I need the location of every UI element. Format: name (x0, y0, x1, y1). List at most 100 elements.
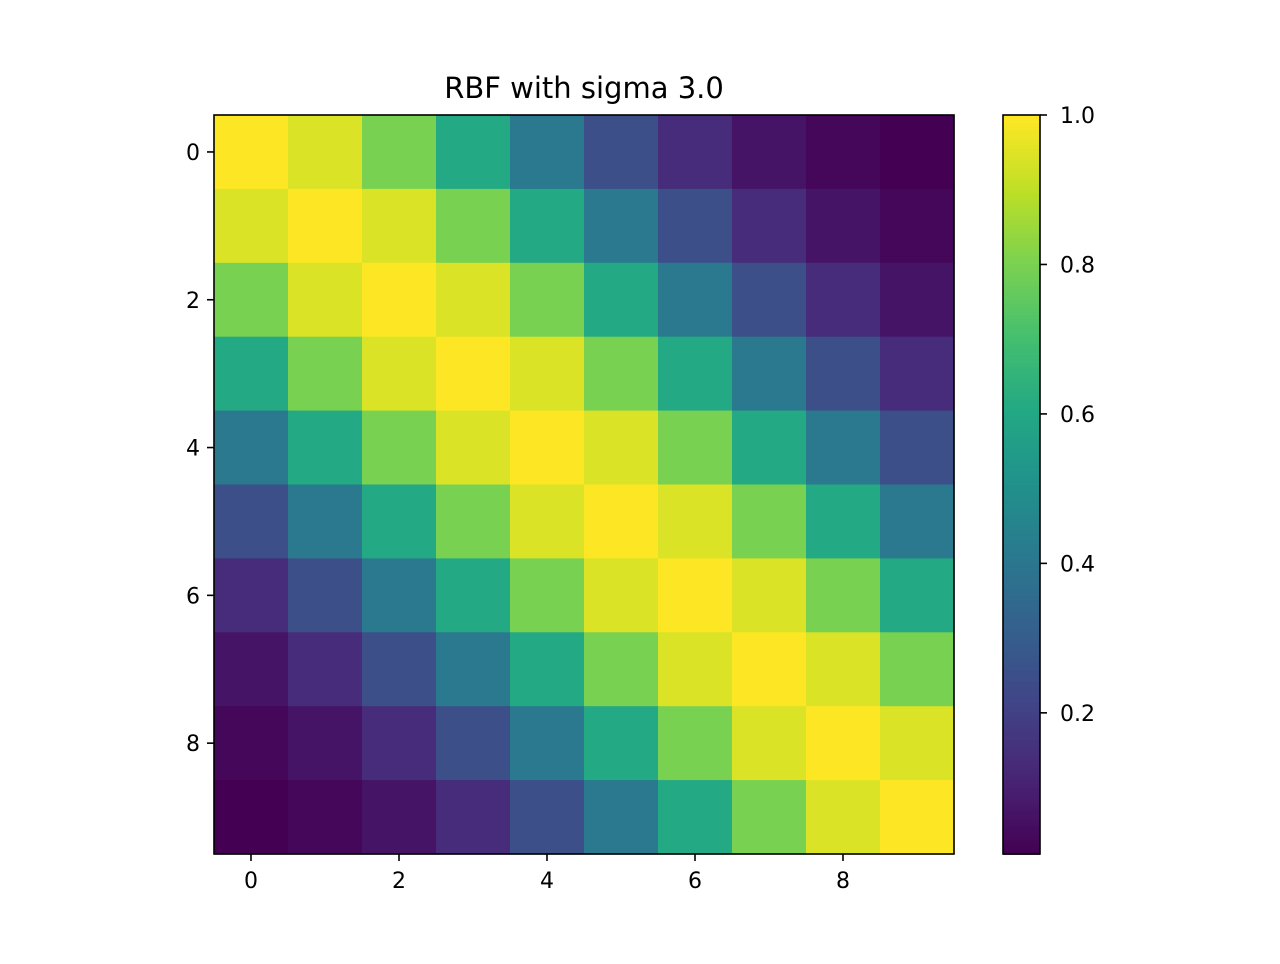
colorbar-segment (1003, 717, 1040, 722)
colorbar-segment (1003, 695, 1040, 700)
colorbar-segment (1003, 824, 1040, 829)
colorbar-segment (1003, 732, 1040, 737)
heatmap-cell (584, 262, 659, 338)
colorbar-segment (1003, 321, 1040, 327)
heatmap-cell (362, 780, 437, 855)
colorbar-segment (1003, 177, 1040, 183)
heatmap-cell (880, 632, 955, 707)
colorbar-segment (1003, 222, 1040, 227)
colorbar-segment (1003, 406, 1040, 412)
plot-frame (213, 114, 955, 855)
heatmap-cell (362, 410, 437, 486)
colorbar-segment (1003, 122, 1040, 127)
heatmap-cell (806, 410, 881, 486)
colorbar-tick-label: 0.2 (1060, 702, 1095, 727)
colorbar-segment (1003, 521, 1040, 526)
colorbar-segment (1003, 255, 1040, 260)
colorbar-segment (1003, 754, 1040, 759)
colorbar-segment (1003, 403, 1040, 408)
heatmap-cell (214, 188, 289, 264)
colorbar-segment (1003, 517, 1040, 523)
colorbar-segment (1003, 355, 1040, 360)
colorbar-segment (1003, 587, 1040, 593)
colorbar-segment (1003, 562, 1040, 567)
colorbar-frame (1002, 114, 1041, 855)
colorbar-segment (1003, 624, 1040, 630)
colorbar-segment (1003, 318, 1040, 323)
colorbar-segment (1003, 218, 1040, 223)
colorbar-segment (1003, 155, 1040, 161)
colorbar-segment (1003, 547, 1040, 552)
colorbar-segment (1003, 510, 1040, 515)
colorbar-segment (1003, 451, 1040, 456)
colorbar-segment (1003, 484, 1040, 489)
colorbar-segment (1003, 170, 1040, 175)
heatmap-cell (880, 262, 955, 338)
colorbar-segment (1003, 528, 1040, 534)
colorbar-segment (1003, 381, 1040, 386)
heatmap-cell (658, 706, 733, 781)
colorbar-segment (1003, 351, 1040, 356)
colorbar-segment (1003, 233, 1040, 238)
colorbar: 0.2 0.4 0.6 0.8 1.0 (1002, 104, 1095, 855)
colorbar-segment (1003, 458, 1040, 464)
heatmap-cell (510, 558, 585, 633)
colorbar-segment (1003, 661, 1040, 667)
colorbar-segment (1003, 163, 1040, 168)
heatmap-cell (732, 632, 807, 707)
colorbar-segment (1003, 743, 1040, 748)
colorbar-segment (1003, 617, 1040, 623)
colorbar-segment (1003, 554, 1040, 560)
colorbar-segment (1003, 691, 1040, 696)
colorbar-segment (1003, 817, 1040, 822)
colorbar-segment (1003, 532, 1040, 538)
colorbar-segment (1003, 440, 1040, 445)
heatmap-cell (288, 410, 363, 486)
x-tick-label: 0 (244, 869, 258, 894)
colorbar-segment (1003, 709, 1040, 715)
x-tick-label: 6 (688, 869, 702, 894)
heatmap-cell (436, 262, 511, 338)
colorbar-segment (1003, 684, 1040, 689)
colorbar-segment (1003, 377, 1040, 382)
heatmap-cell (214, 115, 289, 190)
heatmap-cell (510, 706, 585, 781)
heatmap-cell (510, 632, 585, 707)
colorbar-segment (1003, 595, 1040, 600)
heatmap-cell (214, 336, 289, 412)
colorbar-segment (1003, 314, 1040, 320)
colorbar-segment (1003, 787, 1040, 792)
colorbar-segment (1003, 148, 1040, 153)
colorbar-segment (1003, 702, 1040, 707)
colorbar-segment (1003, 151, 1040, 157)
colorbar-segment (1003, 658, 1040, 663)
colorbar-segment (1003, 288, 1040, 294)
colorbar-segment (1003, 118, 1040, 124)
colorbar-segment (1003, 454, 1040, 460)
colorbar-segment (1003, 388, 1040, 393)
y-tick-label: 6 (186, 584, 200, 609)
colorbar-segment (1003, 262, 1040, 268)
heatmap-cell (880, 558, 955, 633)
heatmap-cell (288, 780, 363, 855)
heatmap-cell (658, 632, 733, 707)
colorbar-tick-label: 0.6 (1060, 403, 1095, 428)
colorbar-segment (1003, 647, 1040, 652)
heatmap-cell (362, 336, 437, 412)
heatmap-cell (880, 115, 955, 190)
colorbar-segment (1003, 325, 1040, 331)
heatmap-cell (880, 336, 955, 412)
colorbar-segment (1003, 676, 1040, 682)
colorbar-segment (1003, 842, 1040, 848)
colorbar-segment (1003, 584, 1040, 589)
colorbar-segment (1003, 839, 1040, 844)
heatmap-cell (510, 410, 585, 486)
heatmap-cell (436, 780, 511, 855)
colorbar-segment (1003, 344, 1040, 349)
colorbar-segment (1003, 395, 1040, 401)
colorbar-segment (1003, 491, 1040, 497)
colorbar-segment (1003, 466, 1040, 471)
colorbar-segment (1003, 558, 1040, 563)
heatmap-cell (658, 262, 733, 338)
